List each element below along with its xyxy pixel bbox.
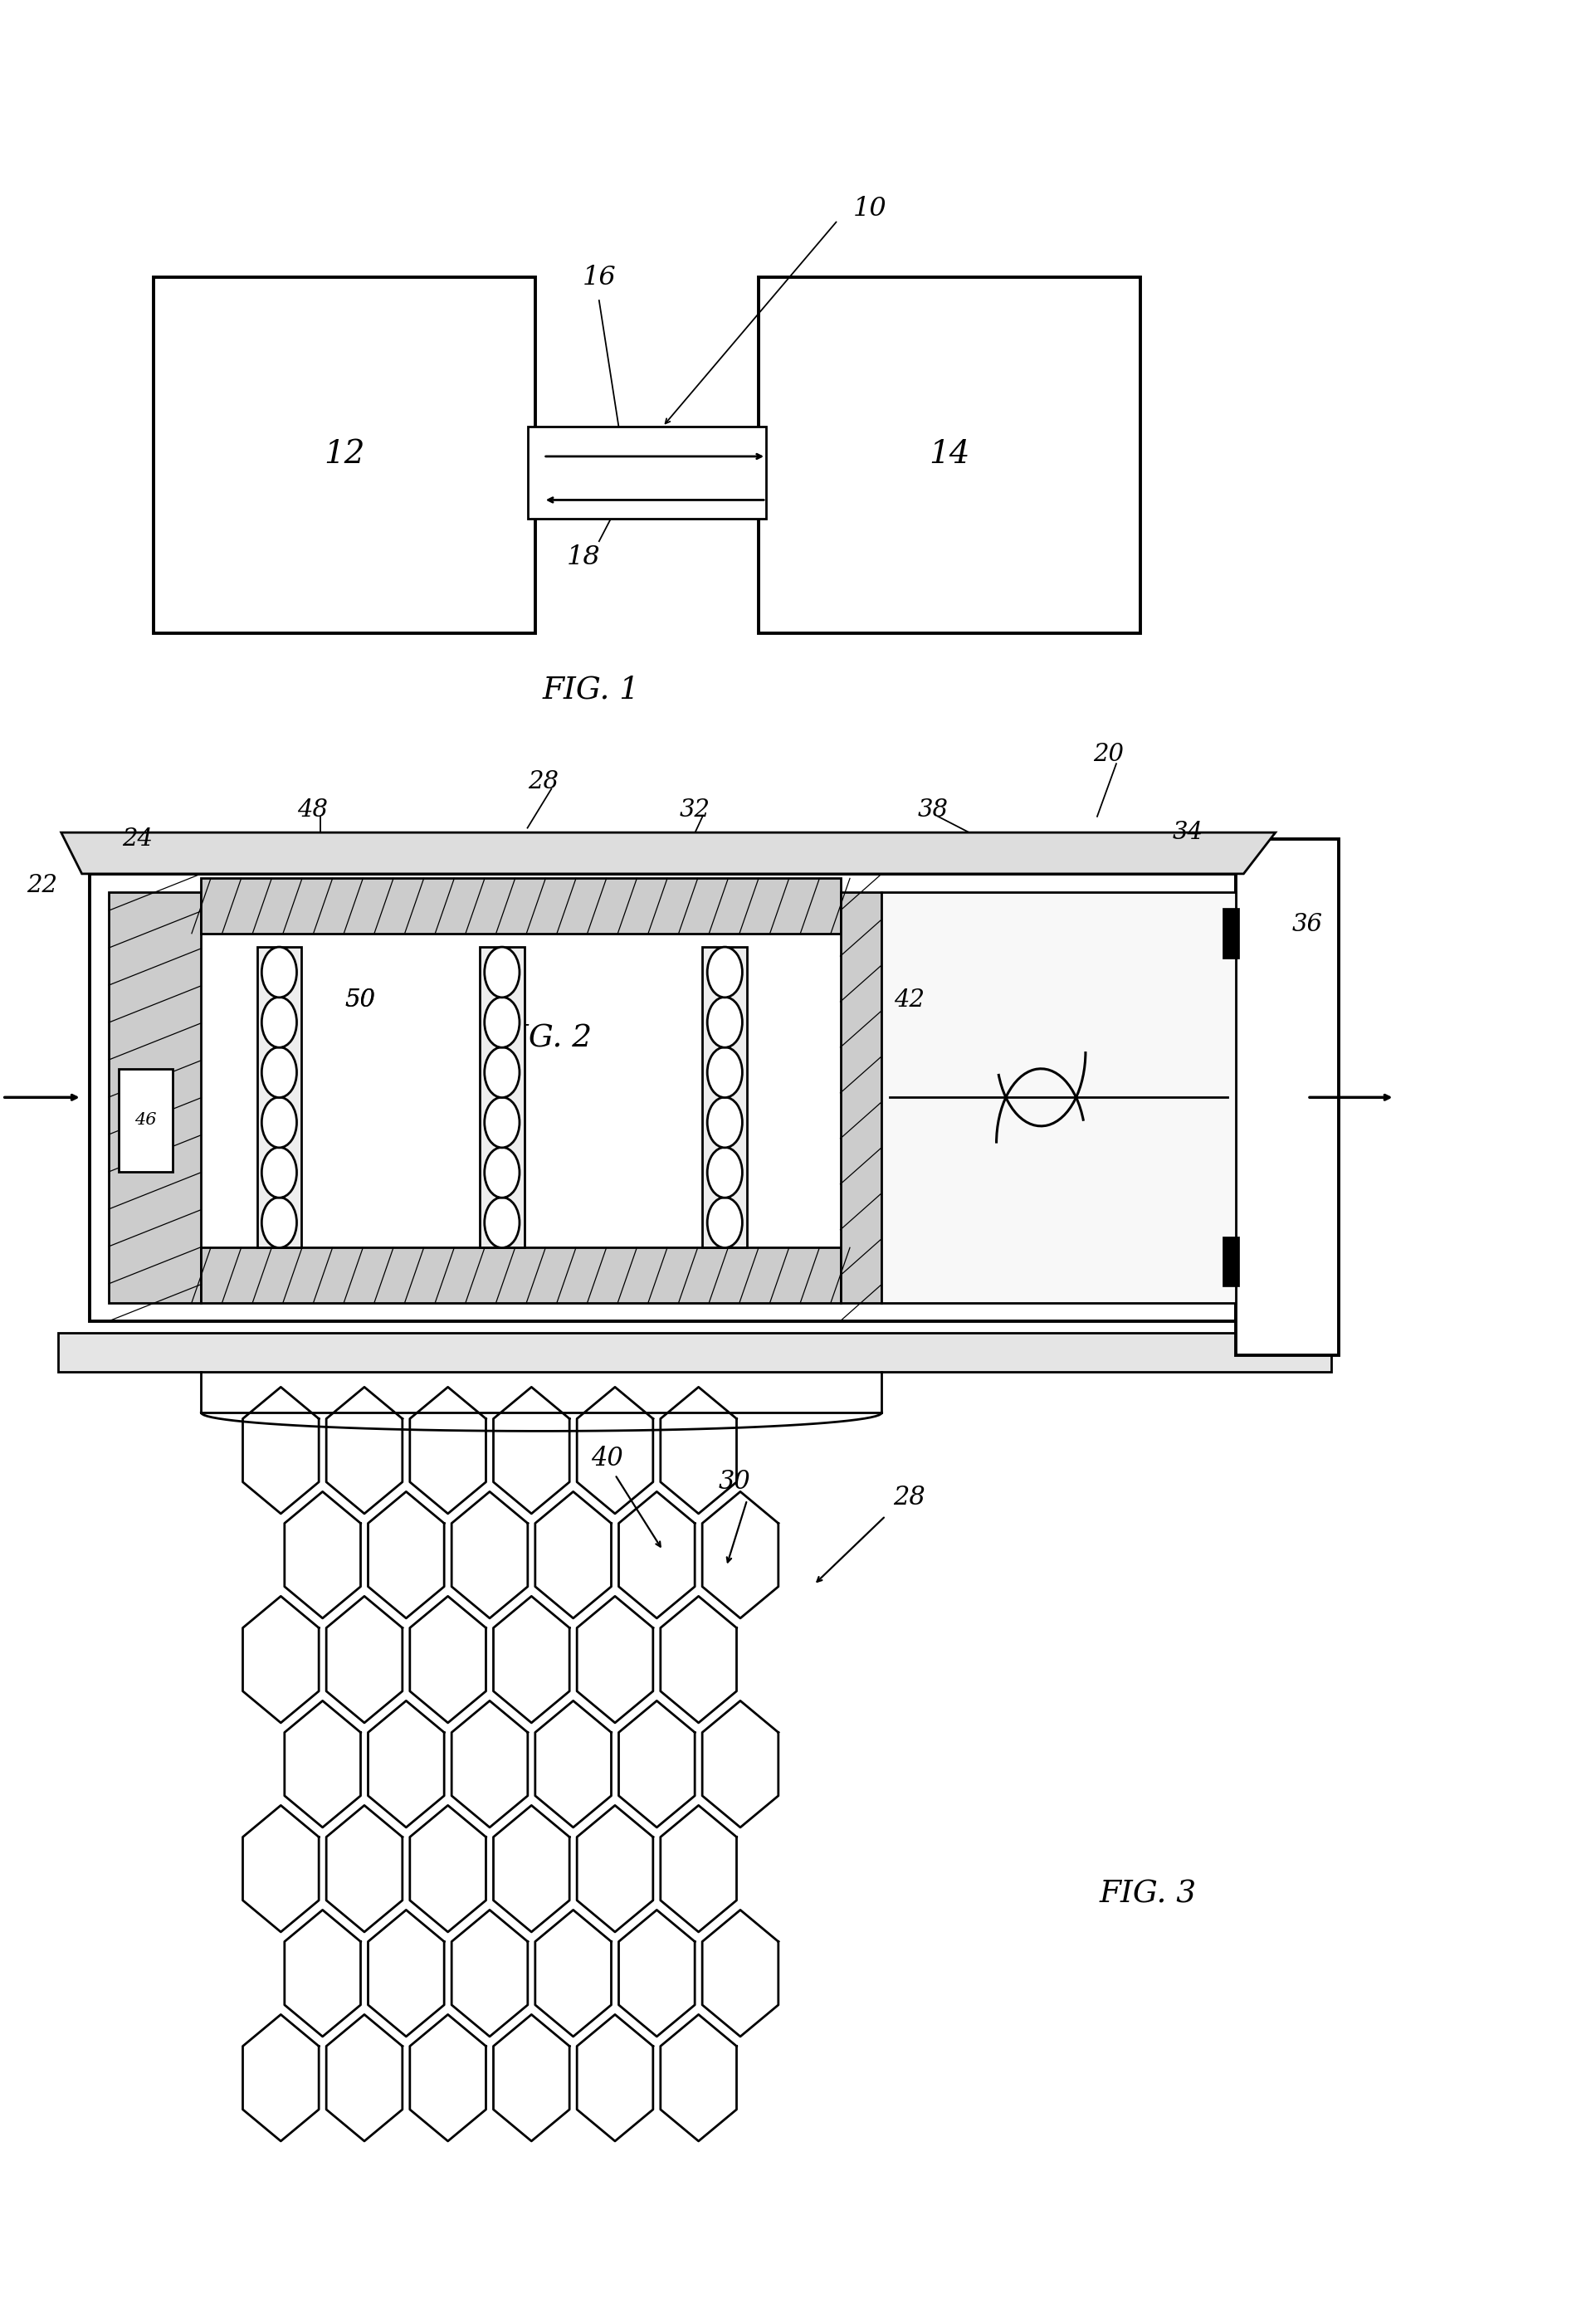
- Polygon shape: [61, 832, 1275, 873]
- FancyBboxPatch shape: [118, 1069, 172, 1172]
- FancyBboxPatch shape: [527, 427, 766, 519]
- Text: 12: 12: [324, 439, 365, 469]
- FancyBboxPatch shape: [758, 278, 1140, 632]
- Circle shape: [707, 1096, 742, 1147]
- Circle shape: [707, 1147, 742, 1197]
- Text: 28: 28: [528, 770, 559, 793]
- FancyBboxPatch shape: [1235, 839, 1339, 1356]
- FancyBboxPatch shape: [201, 1248, 841, 1303]
- FancyBboxPatch shape: [480, 947, 523, 1248]
- FancyBboxPatch shape: [881, 892, 1235, 1303]
- Text: 20: 20: [1093, 742, 1124, 765]
- Circle shape: [485, 1096, 520, 1147]
- Text: FIG. 2: FIG. 2: [495, 1025, 592, 1055]
- Text: 38: 38: [918, 797, 948, 820]
- Text: 18: 18: [567, 545, 600, 570]
- Text: 34: 34: [1173, 820, 1203, 843]
- Circle shape: [485, 947, 520, 997]
- FancyBboxPatch shape: [201, 878, 841, 933]
- Circle shape: [707, 997, 742, 1048]
- Text: 24: 24: [123, 827, 153, 850]
- Text: 10: 10: [852, 195, 886, 221]
- Circle shape: [262, 1147, 297, 1197]
- Text: 46: 46: [134, 1112, 156, 1128]
- Circle shape: [262, 997, 297, 1048]
- Text: 28: 28: [894, 1485, 926, 1510]
- Text: 36: 36: [1291, 912, 1323, 935]
- Text: 22: 22: [27, 873, 57, 896]
- Circle shape: [707, 1048, 742, 1098]
- FancyBboxPatch shape: [841, 892, 881, 1303]
- FancyBboxPatch shape: [1223, 908, 1238, 958]
- Circle shape: [262, 1048, 297, 1098]
- Text: 30: 30: [718, 1468, 750, 1494]
- Circle shape: [262, 947, 297, 997]
- FancyBboxPatch shape: [153, 278, 535, 632]
- FancyBboxPatch shape: [257, 947, 302, 1248]
- Circle shape: [707, 947, 742, 997]
- Text: 42: 42: [894, 988, 924, 1011]
- Circle shape: [485, 1197, 520, 1248]
- Text: 40: 40: [591, 1445, 622, 1471]
- Text: 32: 32: [680, 797, 710, 820]
- Circle shape: [262, 1096, 297, 1147]
- Circle shape: [485, 1048, 520, 1098]
- Text: 48: 48: [297, 797, 329, 820]
- Text: FIG. 3: FIG. 3: [1100, 1880, 1197, 1910]
- Circle shape: [262, 1197, 297, 1248]
- Polygon shape: [57, 1333, 1331, 1372]
- Text: 14: 14: [929, 439, 970, 469]
- Text: 50: 50: [345, 988, 375, 1011]
- Text: 16: 16: [583, 264, 616, 290]
- Text: FIG. 1: FIG. 1: [543, 676, 640, 705]
- Text: 50: 50: [345, 988, 375, 1011]
- FancyBboxPatch shape: [109, 892, 201, 1303]
- Circle shape: [485, 1147, 520, 1197]
- FancyBboxPatch shape: [89, 873, 1235, 1321]
- Circle shape: [707, 1197, 742, 1248]
- FancyBboxPatch shape: [1223, 1236, 1238, 1287]
- Circle shape: [485, 997, 520, 1048]
- FancyBboxPatch shape: [702, 947, 747, 1248]
